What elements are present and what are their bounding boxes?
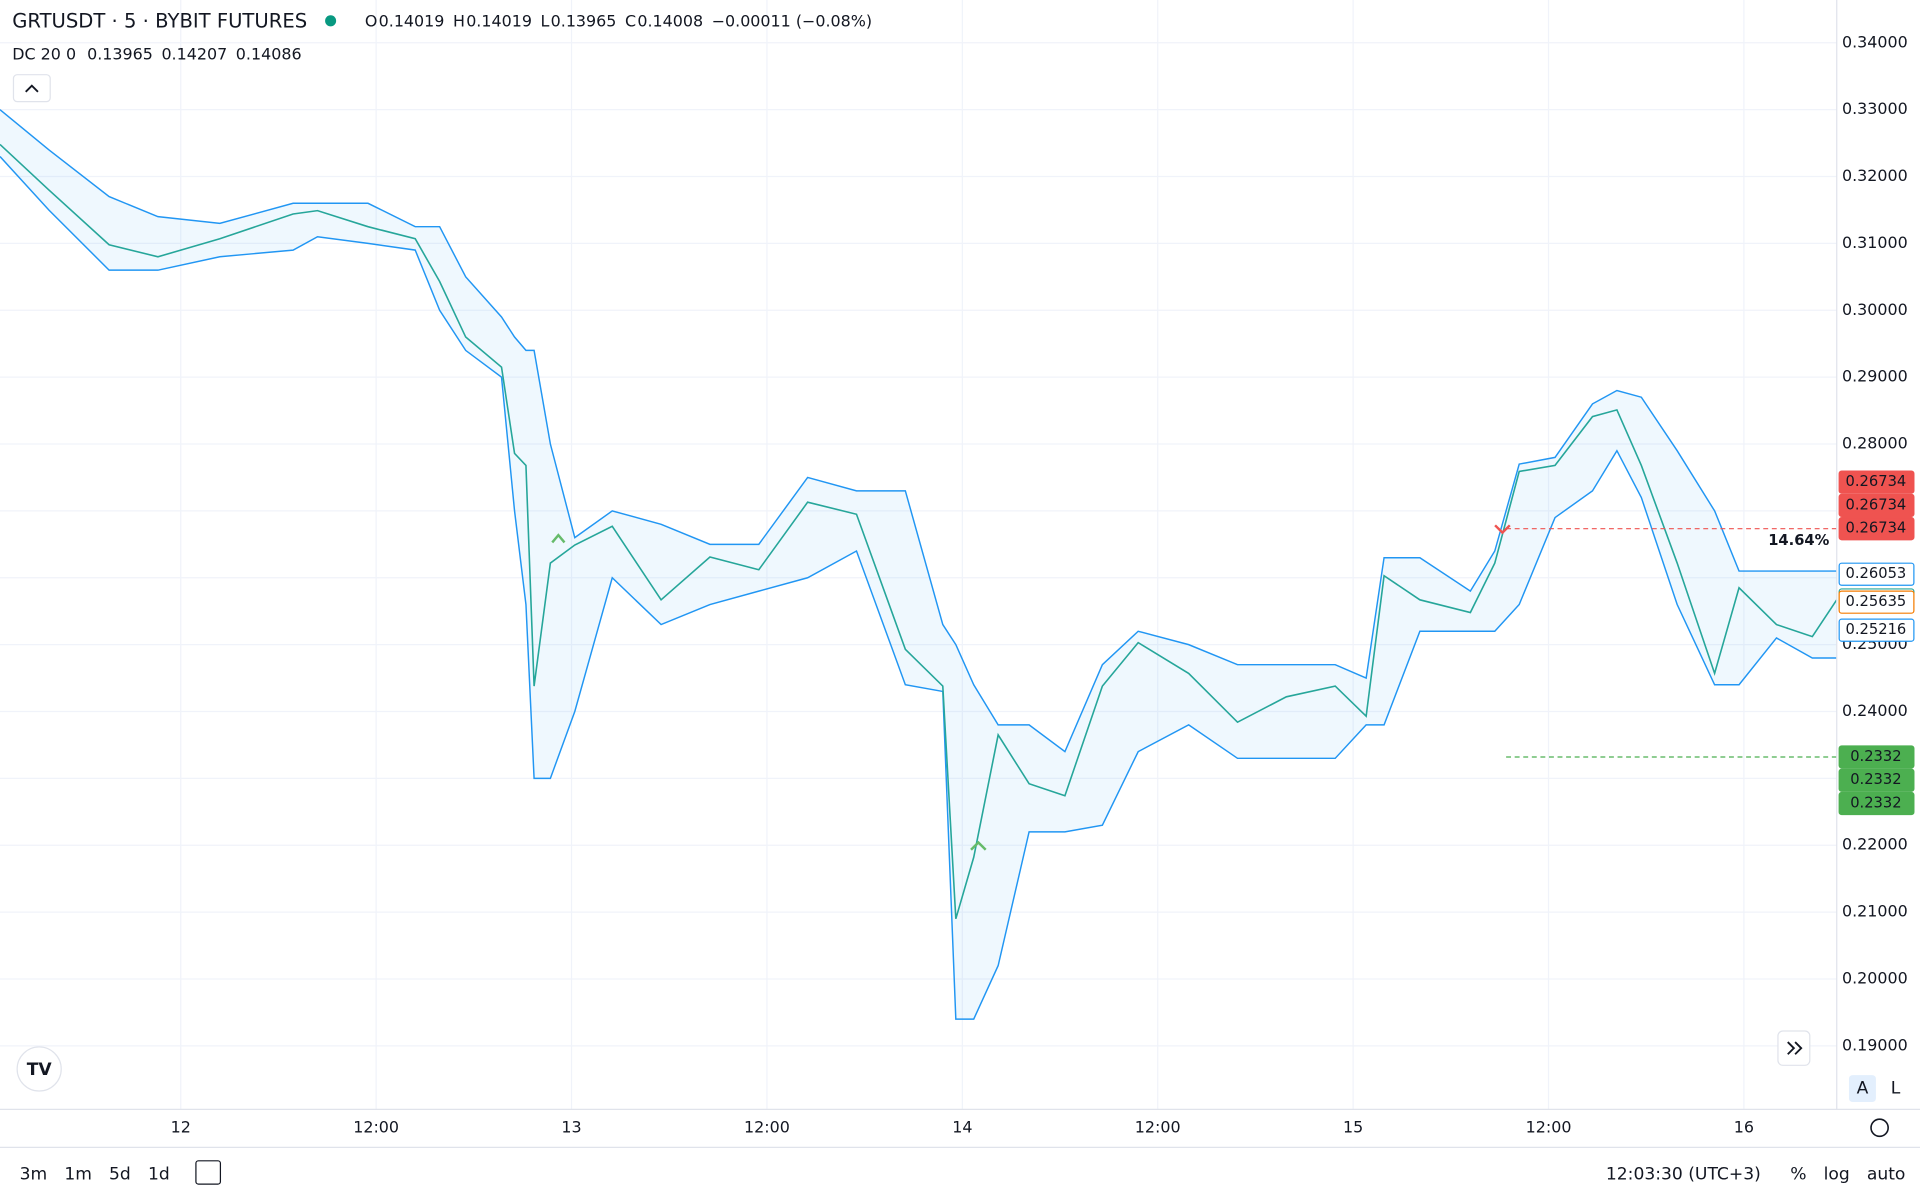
y-tick-label: 0.24000 <box>1842 701 1908 720</box>
ohlc-value: 0.13965 <box>551 12 617 31</box>
price-label-box <box>1838 493 1915 518</box>
scale-option[interactable]: % <box>1790 1164 1806 1184</box>
indicator-value: 0.14086 <box>236 45 302 64</box>
scale-option[interactable]: auto <box>1867 1164 1906 1184</box>
ohlc-key: H <box>453 12 465 31</box>
indicator-value: 0.13965 <box>87 45 153 64</box>
price-label: 0.2332 <box>1850 748 1901 765</box>
ohlc-value: 0.14019 <box>466 12 532 31</box>
sell-marker <box>1494 524 1511 535</box>
plot: 14.64% <box>0 109 1838 1020</box>
price-line <box>0 109 1837 753</box>
range-button[interactable]: 5d <box>109 1164 131 1184</box>
price-label-box <box>1838 791 1915 816</box>
price-label-box <box>1838 745 1915 769</box>
change: −0.00011 (−0.08%) <box>712 12 872 31</box>
x-tick-label: 12:00 <box>1135 1117 1181 1136</box>
price-label: 0.2332 <box>1850 795 1901 812</box>
scroll-icon <box>1787 1041 1803 1055</box>
x-tick-label: 16 <box>1734 1117 1754 1136</box>
price-label-box <box>1838 517 1915 541</box>
price-line <box>0 143 1838 920</box>
ohlc-value: 0.14008 <box>637 12 703 31</box>
ohlc-value: 0.14019 <box>379 12 445 31</box>
price-label: 0.26734 <box>1846 473 1907 490</box>
y-tick-label: 0.28000 <box>1842 434 1908 453</box>
price-label: 0.25635 <box>1846 593 1907 610</box>
buy-marker <box>551 533 987 851</box>
indicator: DC 20 0 <box>12 45 76 64</box>
range-button[interactable]: 1m <box>64 1164 92 1184</box>
collapse-icon <box>25 84 39 93</box>
x-tick-label: 12:00 <box>744 1117 790 1136</box>
price-label: 0.2332 <box>1850 771 1901 788</box>
x-tick-label: 12:00 <box>353 1117 399 1136</box>
collapse-button[interactable] <box>12 74 51 103</box>
symbol: GRTUSDT · 5 · BYBIT FUTURES <box>12 10 307 33</box>
price-label: 0.26053 <box>1846 565 1907 582</box>
y-tick-label: 0.32000 <box>1842 166 1908 185</box>
y-tick-label: 0.33000 <box>1842 99 1908 118</box>
price-label: 0.26734 <box>1846 520 1907 537</box>
scale-button[interactable]: A <box>1857 1079 1869 1099</box>
y-tick-label: 0.29000 <box>1842 367 1908 386</box>
x-tick-label: 13 <box>561 1117 581 1136</box>
y-tick-label: 0.20000 <box>1842 968 1908 987</box>
scale-button-bg <box>1848 1075 1876 1103</box>
price-label-box <box>1838 470 1915 494</box>
scale-button[interactable]: L <box>1891 1079 1901 1099</box>
logo-mark: TV <box>27 1060 53 1080</box>
ohlc-key: L <box>541 12 550 31</box>
header: GRTUSDT · 5 · BYBIT FUTURES O 0.14019 H 0.14… <box>12 10 872 64</box>
date-range-icon[interactable] <box>195 1160 222 1185</box>
price-label: 0.26734 <box>1846 496 1907 513</box>
grid <box>0 0 1837 1110</box>
channel-fill <box>0 109 1837 1020</box>
x-tick-label: 12 <box>171 1117 191 1136</box>
clock: 12:03:30 (UTC+3) <box>1606 1164 1761 1184</box>
annotation: 14.64% <box>1768 532 1829 549</box>
y-tick-label: 0.31000 <box>1842 233 1908 252</box>
toolbar: 3m 1m 5d 1d 12:03:30 (UTC+3)% log auto A L <box>20 1075 1906 1184</box>
range-button[interactable]: 3m <box>20 1164 48 1184</box>
y-tick-label: 0.34000 <box>1842 32 1908 51</box>
x-tick-label: 15 <box>1343 1117 1363 1136</box>
price-label-box <box>1838 590 1915 614</box>
price-label: 0.25216 <box>1846 621 1907 638</box>
logo[interactable] <box>16 1046 62 1092</box>
axes: 0.190000.200000.210000.220000.230000.240… <box>171 32 1915 1136</box>
y-tick-label: 0.30000 <box>1842 300 1908 319</box>
price-label-box <box>1838 618 1915 642</box>
scale-option[interactable]: log <box>1824 1164 1850 1184</box>
indicator-value: 0.14207 <box>161 45 227 64</box>
status-dot <box>325 15 337 27</box>
price-label-box <box>1838 768 1915 792</box>
x-tick-label: 12:00 <box>1526 1117 1572 1136</box>
range-button[interactable]: 1d <box>148 1164 170 1184</box>
price-label-box <box>1838 562 1915 586</box>
settings-icon[interactable] <box>1870 1118 1889 1138</box>
ohlc-key: C <box>625 12 636 31</box>
x-tick-label: 14 <box>952 1117 972 1136</box>
y-tick-label: 0.19000 <box>1842 1035 1908 1054</box>
y-tick-label: 0.22000 <box>1842 835 1908 854</box>
y-tick-label: 0.21000 <box>1842 902 1908 921</box>
price-line <box>0 155 1837 1020</box>
ohlc-key: O <box>365 12 378 31</box>
